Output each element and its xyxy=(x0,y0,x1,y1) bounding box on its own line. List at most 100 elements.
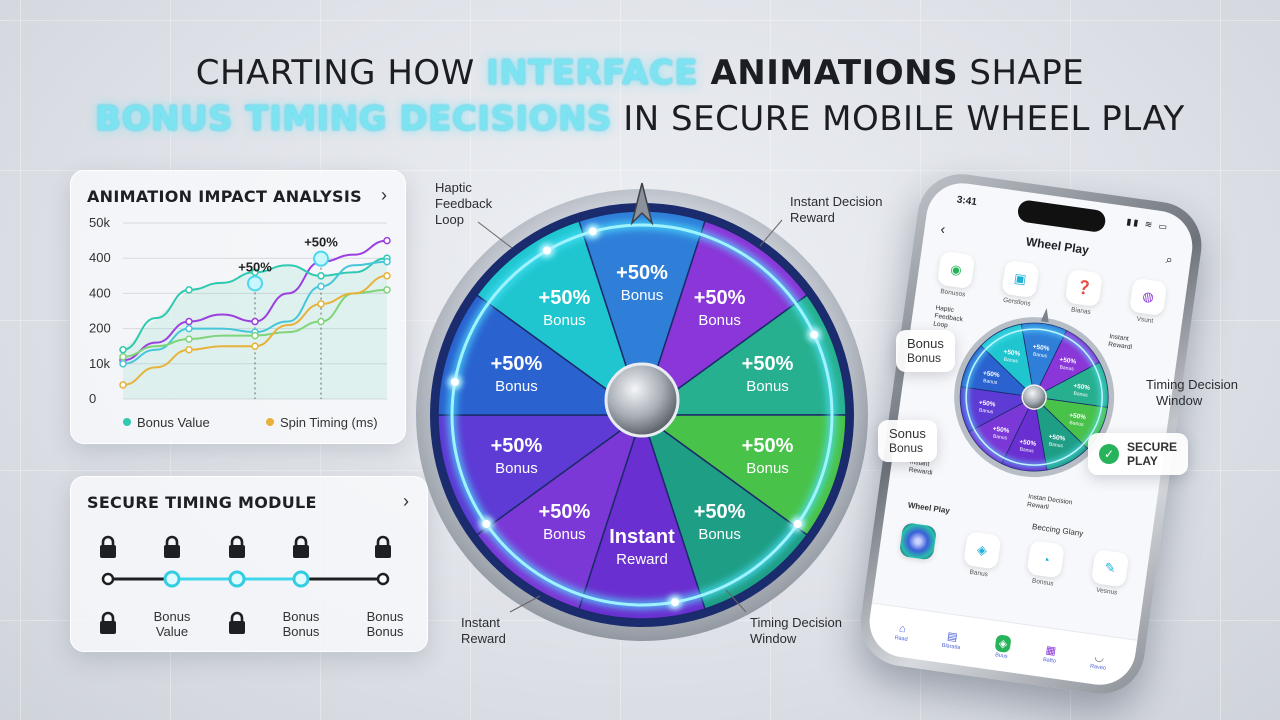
floating-sonus-card[interactable]: Sonus Bonus xyxy=(878,420,937,462)
segment-value: +50% xyxy=(539,501,591,523)
profile-icon: ◡ xyxy=(1093,650,1105,664)
y-tick-label: 10k xyxy=(89,356,110,371)
legend-dot xyxy=(123,418,131,426)
segment-value: +50% xyxy=(491,353,543,375)
segment-label: Bonus xyxy=(543,312,586,329)
tab-blaratla[interactable]: ▤ Blaratla xyxy=(941,628,962,651)
lock-icon xyxy=(98,535,118,559)
annotation-line: Feedback xyxy=(435,196,493,211)
ring-light-core xyxy=(482,519,491,528)
status-time: 3:41 xyxy=(956,194,978,209)
tab-label: Buus xyxy=(994,651,1009,660)
mini-segment-value: +50% xyxy=(978,399,996,408)
annotation-line: Window xyxy=(750,631,797,646)
wheel-thumbnail[interactable] xyxy=(891,521,943,571)
headline-highlight: INTERFACE xyxy=(486,53,699,93)
app-icon-label: Bonsus xyxy=(1031,577,1054,588)
headline-text: CHARTING HOW xyxy=(195,53,487,93)
mini-segment-label: Banus xyxy=(979,407,994,415)
annotation-line: Haptic xyxy=(435,180,472,195)
segment-label: Bonus xyxy=(746,460,789,477)
data-point xyxy=(185,286,193,294)
timeline-node xyxy=(101,572,115,586)
data-point xyxy=(185,324,193,333)
mini-segment-value: +50% xyxy=(1032,343,1050,352)
status-icons: ▮▮ ≋ ▭ xyxy=(1125,216,1170,233)
y-tick-label: 200 xyxy=(89,321,111,336)
data-point xyxy=(119,345,127,354)
mini-wheel-segments: +50%Banus+50%Banus+50%Banus+50%Banus+50%… xyxy=(959,322,1109,472)
mini-wheel-pointer-icon xyxy=(1040,307,1049,323)
grid-icon: ▦ xyxy=(1044,643,1057,658)
data-point xyxy=(251,342,259,350)
timeline-node-active xyxy=(163,570,181,588)
mini-wheel[interactable]: +50%Banus+50%Banus+50%Banus+50%Banus+50%… xyxy=(888,288,1181,523)
annotation-line: Timing Decision xyxy=(1146,377,1238,392)
tab-home[interactable]: ⌂ Raad xyxy=(894,622,910,643)
legend-dot xyxy=(266,418,274,426)
data-point xyxy=(119,381,127,389)
floating-bonus-card[interactable]: Bonus Bonus xyxy=(896,330,955,372)
tab-bafto[interactable]: ▦ Bafto xyxy=(1043,643,1059,664)
wheel-pointer-icon xyxy=(630,182,654,226)
wheel-thumb-icon xyxy=(898,522,938,561)
prize-wheel[interactable]: +50% Bonus +50% Bonus +50% Bonus +50% Bonus +50%… xyxy=(407,175,877,645)
headline-text: IN SECURE MOBILE WHEEL PLAY xyxy=(611,99,1185,139)
timeline-node-active xyxy=(292,570,310,588)
data-point xyxy=(317,282,325,291)
mini-segment-value: +50% xyxy=(1048,433,1066,442)
wheel-hub[interactable] xyxy=(604,362,680,438)
segment-value: Instant xyxy=(609,526,675,548)
tab-buus[interactable]: ◈ Buus xyxy=(994,633,1012,660)
mini-segment-label: Banus xyxy=(993,434,1008,442)
bottom-icon-vesnus[interactable]: ✎ Vesnus xyxy=(1084,548,1136,598)
wheel-segment xyxy=(639,414,847,536)
headline-bold: ANIMATIONS xyxy=(698,53,959,93)
app-icon-glyph: ◉ xyxy=(936,250,976,290)
data-point xyxy=(317,300,325,308)
timeline-node xyxy=(376,572,390,586)
shield-icon: ◈ xyxy=(962,531,1002,570)
legend-label: Bonus Value xyxy=(137,415,210,430)
annotation-label: +50% xyxy=(238,259,272,274)
tab-raveo[interactable]: ◡ Raveo xyxy=(1090,649,1109,672)
bottom-icon-banus[interactable]: ◈ Banus xyxy=(955,530,1007,580)
app-icon-glyph: ▣ xyxy=(1000,259,1040,299)
phone-screen: 3:41 ▮▮ ≋ ▭ ‹ Wheel Play ⌕ ◉ Bonusos ▣ Ger… xyxy=(865,178,1197,690)
data-point xyxy=(383,257,391,266)
data-point xyxy=(383,286,391,294)
annotation-marker xyxy=(247,275,263,292)
segment-label: Reward xyxy=(616,551,668,568)
headline-highlight: BONUS TIMING DECISIONS xyxy=(95,99,612,139)
wheel-segment xyxy=(578,412,706,620)
check-icon: ✓ xyxy=(1099,444,1119,464)
wheel-tab-icon: ◈ xyxy=(994,633,1012,653)
segment-value: +50% xyxy=(742,435,794,457)
secure-play-badge[interactable]: ✓ SECURE PLAY xyxy=(1088,433,1189,475)
card-line: Bonus xyxy=(889,441,924,455)
mini-segment-value: +50% xyxy=(1073,383,1091,392)
headline-text: SHAPE xyxy=(958,53,1085,93)
mini-segment-label: Banus xyxy=(1073,391,1088,399)
annotation-line: Instant Decision xyxy=(790,194,883,209)
mini-wheel-glow-core xyxy=(965,328,1103,466)
annotation-marker xyxy=(313,250,329,267)
mini-segment-value: +50% xyxy=(1069,412,1087,421)
segment-value: +50% xyxy=(539,287,591,309)
bottom-icon-bonsus[interactable]: ◔ Bonsus xyxy=(1019,539,1071,589)
lock-icon xyxy=(373,535,393,559)
mini-segment-label: Banus xyxy=(1059,365,1074,373)
lock-icon xyxy=(291,535,311,559)
annotation-line: Reward xyxy=(461,631,506,646)
annotation-line: Instant xyxy=(461,615,501,630)
chevron-right-icon[interactable]: › xyxy=(381,185,387,205)
data-point xyxy=(185,335,193,343)
annotation-line: Loop xyxy=(435,212,464,227)
card-line: Sonus xyxy=(889,426,926,441)
ring-light-core xyxy=(543,246,551,255)
wheel-segment xyxy=(437,414,645,536)
tab-label: Raad xyxy=(894,635,909,643)
data-point xyxy=(251,317,259,326)
chevron-right-icon[interactable]: › xyxy=(403,491,409,511)
segment-label: Bonus xyxy=(746,378,789,395)
